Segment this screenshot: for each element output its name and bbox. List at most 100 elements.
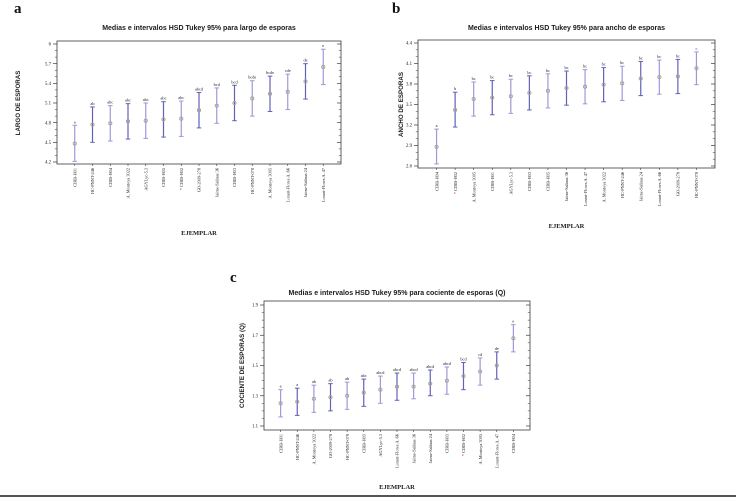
mean-marker xyxy=(545,88,550,93)
mean-marker xyxy=(508,94,513,99)
homogeneous-group-letter: abcd xyxy=(393,367,402,372)
plot-frame xyxy=(263,300,531,431)
y-tick-label: 5.1 xyxy=(45,102,52,107)
homogeneous-group-letter: a xyxy=(280,384,282,389)
mean-marker xyxy=(601,82,606,87)
homogeneous-group-letter: de xyxy=(495,346,499,351)
y-tick-label: 4.5 xyxy=(45,141,52,146)
mean-marker xyxy=(461,374,466,379)
mean-marker xyxy=(378,387,383,392)
y-tick-label: 3.8 xyxy=(406,83,413,88)
mean-marker xyxy=(214,103,219,108)
mean-marker xyxy=(345,393,350,398)
chart-title: Medias e intervalos HSD Tukey 95% para c… xyxy=(289,290,506,297)
y-tick-label: 1.3 xyxy=(252,394,259,399)
y-tick-label: 6 xyxy=(49,43,52,48)
x-axis-title: EJEMPLAR xyxy=(181,230,217,237)
homogeneous-group-letter: bcde xyxy=(266,70,274,75)
y-tick-label: 2.6 xyxy=(406,165,413,170)
y-tick-label: 4.4 xyxy=(406,42,413,47)
x-category-label: CIRB-H01 xyxy=(72,168,77,187)
x-category-label: Jaime-Salinas 36 xyxy=(214,167,219,197)
x-category-label: GO-2009-278 xyxy=(676,172,681,196)
homogeneous-group-letter: abcd xyxy=(443,361,452,366)
x-category-label: CIRB-H03 xyxy=(445,434,450,453)
chart-title: Medias e intervalos HSD Tukey 95% para l… xyxy=(102,25,296,32)
x-category-label: Jaime-Salinas 24 xyxy=(303,167,308,197)
mean-marker xyxy=(328,395,333,400)
x-category-label: * CIRB-H02 xyxy=(461,434,466,456)
mean-marker xyxy=(471,96,476,102)
x-category-label: CIRB-H01 xyxy=(490,172,495,191)
x-category-label: AGYLyc-5.3 xyxy=(143,168,148,191)
y-tick-label: 3.2 xyxy=(406,124,413,129)
homogeneous-group-letter: e xyxy=(512,319,514,324)
homogeneous-group-letter: a xyxy=(296,382,298,387)
x-category-label: Lorant-Flores A. 47 xyxy=(583,171,588,206)
x-category-label: HC-PNNT-246 xyxy=(295,433,300,460)
homogeneous-group-letter: ab xyxy=(90,101,94,106)
mean-marker xyxy=(638,76,643,81)
homogeneous-group-letter: bc xyxy=(657,54,661,59)
mean-marker xyxy=(278,401,283,406)
flag-asterisk: * xyxy=(179,187,184,190)
y-tick-label: 3.5 xyxy=(406,103,413,108)
homogeneous-group-letter: bcd xyxy=(214,82,221,87)
x-axis-title: EJEMPLAR xyxy=(549,223,585,230)
homogeneous-group-letter: e xyxy=(322,43,324,48)
mean-marker xyxy=(394,384,400,389)
homogeneous-group-letter: abc xyxy=(361,373,367,378)
mean-marker xyxy=(179,116,184,121)
mean-marker xyxy=(527,90,532,95)
homogeneous-group-letter: bc xyxy=(509,73,513,78)
x-category-label: CIRB-H05 xyxy=(161,168,166,187)
mean-marker xyxy=(303,79,308,84)
y-axis-title: ANCHO DE ESPORAS xyxy=(398,72,405,137)
homogeneous-group-letter: bc xyxy=(546,68,550,73)
x-category-label: HC-PNNT-246 xyxy=(620,171,625,198)
panel-letter-c: c xyxy=(230,270,237,286)
homogeneous-group-letter: abc xyxy=(178,95,184,100)
mean-marker xyxy=(143,118,148,123)
mean-marker xyxy=(267,91,273,96)
chart-ancho-esporas: Medias e intervalos HSD Tukey 95% para a… xyxy=(398,25,716,230)
homogeneous-group-letter: cde xyxy=(285,68,291,73)
y-tick-label: 1.1 xyxy=(252,425,259,430)
mean-marker xyxy=(295,399,300,404)
y-tick-label: 4.1 xyxy=(406,62,413,67)
homogeneous-group-letter: bc xyxy=(472,76,476,81)
homogeneous-group-letter: bc xyxy=(676,53,680,58)
mean-marker xyxy=(361,390,366,395)
x-category-label: CIRB-H01 xyxy=(278,434,283,453)
x-category-label: GO-2009-278 xyxy=(197,168,202,192)
x-category-label: Lorant-Flores A. 66 xyxy=(285,167,290,202)
mean-marker xyxy=(196,108,202,113)
mean-marker xyxy=(125,119,131,124)
mean-marker xyxy=(108,121,113,126)
mean-marker xyxy=(285,89,290,94)
x-category-label: Lorant-Flores A. 47 xyxy=(321,167,326,202)
homogeneous-group-letter: abcd xyxy=(410,367,419,372)
x-axis-title: EJEMPLAR xyxy=(379,484,415,491)
homogeneous-group-letter: bc xyxy=(602,62,606,67)
homogeneous-group-letter: ab xyxy=(345,376,349,381)
x-category-label: A. Montoya 3005 xyxy=(471,172,476,202)
x-category-label: A. Montoya 3005 xyxy=(478,434,483,464)
x-category-label: * CIRB-H02 xyxy=(453,172,458,194)
mean-marker xyxy=(494,363,499,368)
x-category-label: AGYLyc-5.3 xyxy=(509,172,514,195)
homogeneous-group-letter: cd xyxy=(478,352,483,357)
x-category-label: Jaime-Salinas 36 xyxy=(564,171,569,201)
homogeneous-group-letter: abc xyxy=(143,97,149,102)
mean-marker xyxy=(72,141,77,146)
x-category-label: CIRB-H04 xyxy=(511,433,516,453)
x-category-label: HC-PNNT-078 xyxy=(345,434,350,460)
y-axis-title: LARGO DE ESPORAS xyxy=(15,71,22,136)
x-category-label: A. Montoya 3022 xyxy=(312,434,317,464)
x-category-label: CIRB-H04 xyxy=(434,171,439,191)
mean-marker xyxy=(434,144,439,149)
chart-cociente-esporas: Medias e intervalos HSD Tukey 95% para c… xyxy=(239,290,531,491)
mean-marker xyxy=(657,75,662,80)
homogeneous-group-letter: c xyxy=(695,46,697,51)
